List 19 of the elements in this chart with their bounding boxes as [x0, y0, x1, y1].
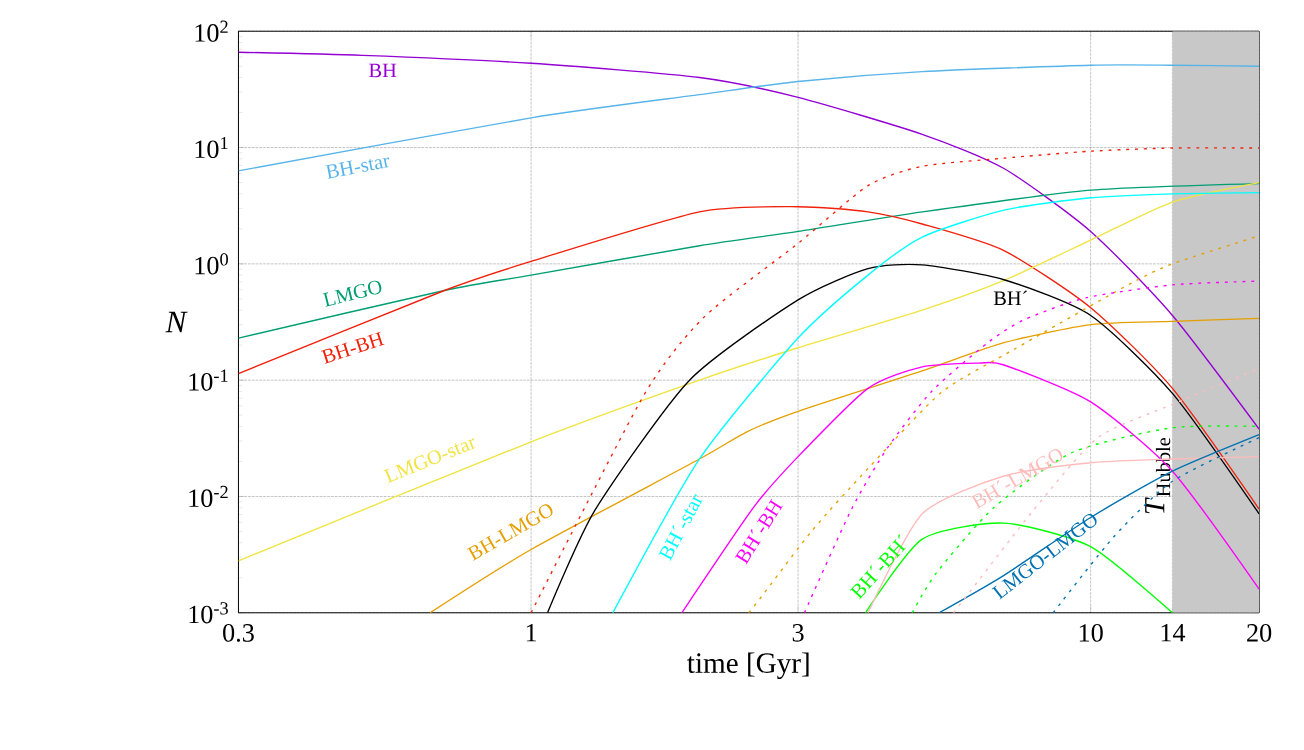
y-tick-label: 10$^{-2}$ — [189, 485, 228, 507]
y-tick-label: 10$^{0}$ — [195, 253, 228, 275]
x-tick-label: 0.3 — [223, 623, 254, 642]
y-tick-label: 10$^{2}$ — [195, 20, 228, 42]
y-tick-label: 10$^{1}$ — [195, 136, 228, 158]
text: LMGO — [322, 280, 382, 307]
y-tick-label: 10$^{-3}$ — [189, 602, 228, 624]
x-tick-label: 20 — [1247, 623, 1272, 642]
text: BH-BH — [320, 331, 385, 364]
y-axis-title: N — [165, 311, 188, 333]
x-tick-label: 3 — [792, 623, 804, 642]
x-tick-label: 10 — [1079, 623, 1103, 642]
x-tick-label: 1 — [526, 623, 537, 642]
x-tick-label: 14 — [1161, 623, 1186, 642]
series-label: BH — [369, 63, 397, 77]
x-axis-title: time [Gyr] — [687, 652, 809, 679]
series-label: BH´ — [993, 290, 1028, 305]
text: BH-star — [325, 157, 390, 179]
y-tick-label: 10$^{-1}$ — [189, 369, 228, 391]
